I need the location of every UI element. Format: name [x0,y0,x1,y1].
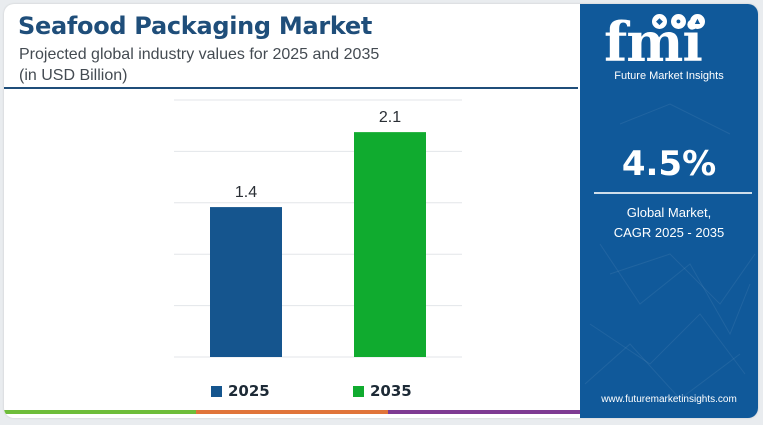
chart-title: Seafood Packaging Market [18,12,373,40]
flask-icon: ▲ [690,14,705,29]
data-label-2035: 2.1 [379,109,401,126]
panel-divider [594,192,752,194]
strip-segment-purple [388,410,580,414]
data-label-2025: 1.4 [235,184,257,201]
cagr-caption-line-2: CAGR 2025 - 2035 [613,225,725,240]
cagr-caption-line-1: Global Market, [626,205,712,220]
bottom-color-strip [4,410,580,414]
chart-bars [210,132,426,357]
bar-2025 [210,207,282,357]
bar-2035 [354,132,426,357]
strip-segment-green [4,410,196,414]
subtitle-line-2: (in USD Billion) [19,67,128,84]
person-icon: ● [671,14,686,29]
subtitle-line-1: Projected global industry values for 202… [19,46,380,63]
panel-texture [584,103,756,400]
logo-icons: ◆ ● ▲ [652,14,705,29]
website-link[interactable]: www.futuremarketinsights.com [601,394,737,405]
header-divider [4,87,578,89]
side-panel: fmi ◆ ● ▲ Future Market Insights 4.5% Gl… [580,4,758,418]
legend-item-2035: 2035 [353,382,412,400]
bar-chart: 1.4 2.1 [174,99,462,358]
strip-segment-orange [196,410,388,414]
legend-label-2025: 2025 [228,382,270,400]
legend-swatch-2035 [353,385,364,397]
cagr-caption: Global Market, CAGR 2025 - 2035 [580,203,758,243]
chart-data-labels: 1.4 2.1 [235,109,401,201]
logo-tagline: Future Market Insights [614,70,724,82]
legend-swatch-2025 [211,385,222,397]
legend-label-2035: 2035 [370,382,412,400]
legend-item-2025: 2025 [211,382,270,400]
cagr-value: 4.5% [621,144,717,184]
chart-subtitle: Projected global industry values for 202… [19,44,379,86]
chart-card: Seafood Packaging Market Projected globa… [4,4,758,418]
fish-icon: ◆ [652,14,667,29]
